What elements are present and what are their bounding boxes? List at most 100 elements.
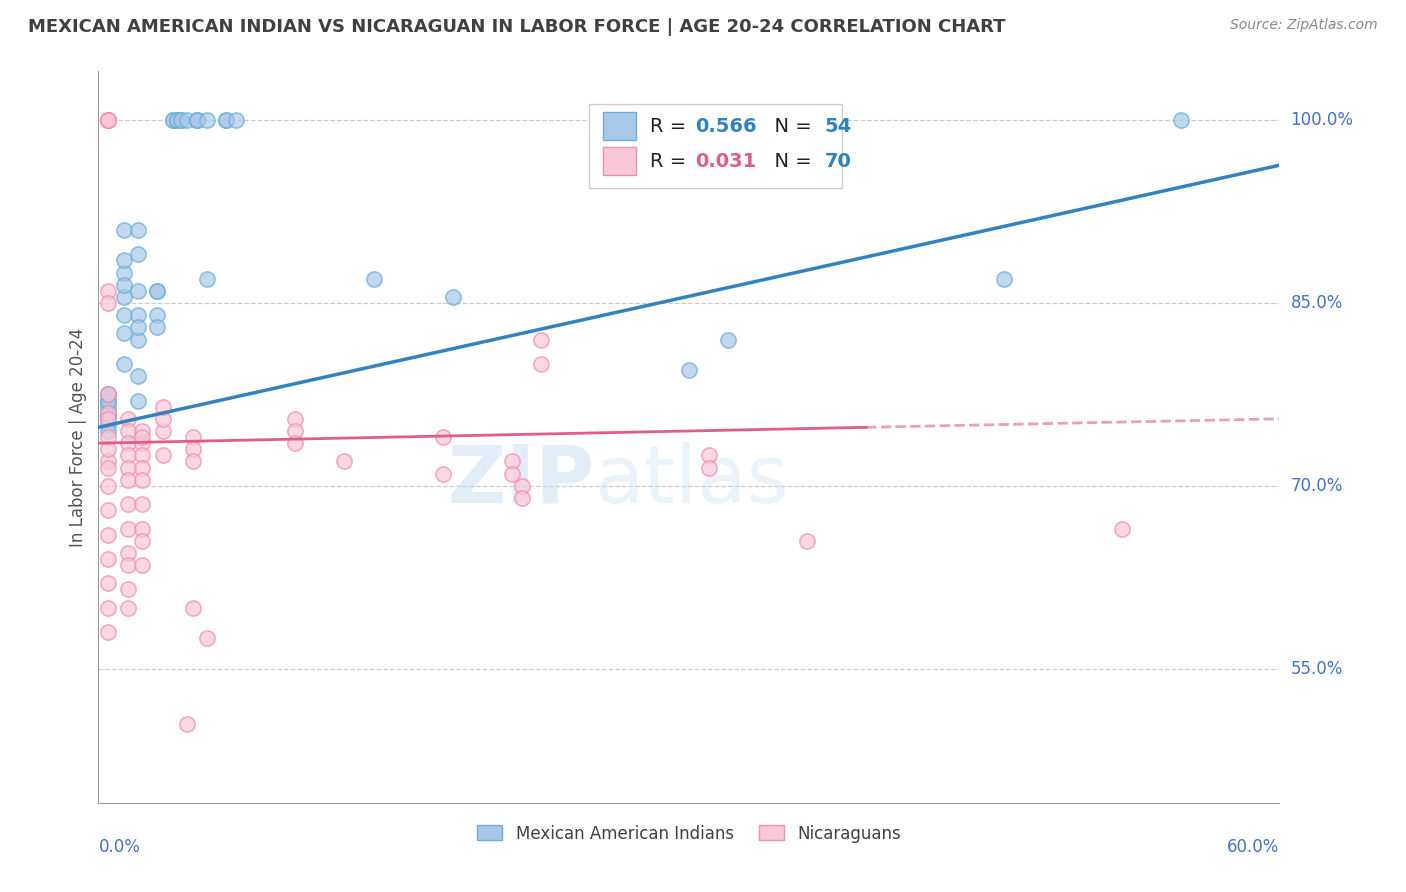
Point [97, 600, 120, 615]
Point [1170, 113, 1192, 128]
Text: 70: 70 [825, 152, 852, 171]
Point [993, 271, 1015, 285]
Point [97, 424, 120, 438]
Point [186, 113, 208, 128]
Point [97, 113, 120, 128]
Point [131, 449, 153, 463]
Point [117, 497, 139, 511]
Point [97, 113, 120, 128]
Point [501, 467, 523, 481]
Point [97, 406, 120, 420]
Text: 60.0%: 60.0% [1227, 838, 1279, 855]
Point [117, 600, 139, 615]
Point [97, 417, 120, 432]
Point [97, 460, 120, 475]
Point [796, 533, 818, 548]
Point [333, 454, 356, 468]
Point [112, 326, 135, 341]
Point [131, 460, 153, 475]
Point [215, 113, 238, 128]
Point [97, 412, 120, 426]
FancyBboxPatch shape [603, 147, 636, 175]
Point [97, 454, 120, 468]
Point [127, 393, 149, 408]
Point [97, 408, 120, 422]
Point [195, 632, 218, 646]
Point [530, 357, 553, 371]
Point [152, 412, 174, 426]
Text: N =: N = [762, 152, 818, 171]
Point [117, 473, 139, 487]
Point [146, 308, 169, 322]
Text: ZIP: ZIP [447, 442, 595, 520]
Point [117, 546, 139, 560]
Point [131, 473, 153, 487]
Point [127, 320, 149, 334]
Point [97, 479, 120, 493]
Point [117, 449, 139, 463]
Point [97, 430, 120, 444]
Point [97, 393, 120, 408]
Point [112, 290, 135, 304]
Point [112, 357, 135, 371]
Point [97, 393, 120, 408]
Point [117, 460, 139, 475]
Point [97, 412, 120, 426]
Point [127, 369, 149, 384]
Point [432, 467, 454, 481]
Point [510, 491, 533, 505]
Text: R =: R = [650, 152, 693, 171]
Point [117, 424, 139, 438]
Point [717, 333, 740, 347]
Point [97, 113, 120, 128]
Y-axis label: In Labor Force | Age 20-24: In Labor Force | Age 20-24 [69, 327, 87, 547]
Point [176, 716, 198, 731]
Point [181, 600, 204, 615]
Point [112, 277, 135, 292]
Point [97, 296, 120, 310]
Point [127, 223, 149, 237]
Point [131, 533, 153, 548]
Text: 54: 54 [825, 117, 852, 136]
Text: MEXICAN AMERICAN INDIAN VS NICARAGUAN IN LABOR FORCE | AGE 20-24 CORRELATION CHA: MEXICAN AMERICAN INDIAN VS NICARAGUAN IN… [28, 18, 1005, 36]
Text: 0.566: 0.566 [695, 117, 756, 136]
Point [131, 521, 153, 535]
Point [363, 271, 385, 285]
Point [1111, 521, 1133, 535]
Point [97, 552, 120, 566]
Point [127, 247, 149, 261]
Text: R =: R = [650, 117, 693, 136]
Point [284, 412, 307, 426]
Point [678, 363, 700, 377]
Point [181, 442, 204, 457]
Point [112, 265, 135, 279]
Point [131, 436, 153, 450]
Point [186, 113, 208, 128]
Text: 70.0%: 70.0% [1291, 477, 1343, 495]
Point [117, 412, 139, 426]
Point [146, 284, 169, 298]
Point [195, 271, 218, 285]
Point [146, 284, 169, 298]
Point [215, 113, 238, 128]
Point [166, 113, 188, 128]
Point [131, 424, 153, 438]
Point [97, 442, 120, 457]
Point [131, 558, 153, 573]
Point [97, 625, 120, 640]
Text: 55.0%: 55.0% [1291, 660, 1343, 678]
Point [225, 113, 247, 128]
Point [127, 308, 149, 322]
Point [117, 436, 139, 450]
Point [97, 284, 120, 298]
Point [176, 113, 198, 128]
Text: 0.0%: 0.0% [98, 838, 141, 855]
Point [162, 113, 184, 128]
Point [97, 387, 120, 401]
Point [97, 393, 120, 408]
Text: N =: N = [762, 117, 818, 136]
Point [97, 113, 120, 128]
Point [530, 333, 553, 347]
Point [112, 223, 135, 237]
Point [284, 424, 307, 438]
